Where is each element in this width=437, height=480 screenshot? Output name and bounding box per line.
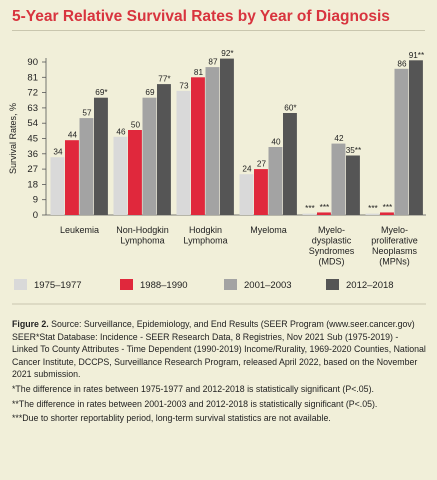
figure-caption: Figure 2. Source: Surveillance, Epidemio… <box>12 318 426 427</box>
bar-value-label: 44 <box>68 131 78 140</box>
bar-4-3 <box>268 147 283 215</box>
legend-swatch <box>14 279 27 290</box>
bar-1-4 <box>94 97 108 215</box>
caption-note-3: ***Due to shorter reportablity period, l… <box>12 413 331 424</box>
bar-value-label: 73 <box>179 81 189 90</box>
bar-2-3 <box>142 97 157 215</box>
bar-value-label: 50 <box>131 121 141 130</box>
bar-value-label: *** <box>320 203 330 212</box>
bar-value-label: 46 <box>116 127 126 136</box>
bar-value-label: *** <box>383 203 393 212</box>
bar-value-label: 40 <box>271 138 281 147</box>
caption-source-text: Source: Surveillance, Epidemiology, and … <box>12 319 426 380</box>
y-tick-label: 0 <box>33 210 38 221</box>
y-tick-label: 90 <box>27 57 38 68</box>
x-category-label: Myelo- <box>318 225 345 235</box>
caption-source: Figure 2. Source: Surveillance, Epidemio… <box>12 318 426 381</box>
legend-swatch <box>120 279 133 290</box>
x-category-label: Syndromes <box>309 246 355 256</box>
bar-value-label: 60* <box>284 104 297 113</box>
bar-value-label: *** <box>305 204 315 213</box>
x-category-label: Leukemia <box>60 225 99 235</box>
chart-title: 5-Year Relative Survival Rates by Year o… <box>12 8 390 25</box>
x-category-label: Lymphoma <box>120 236 164 246</box>
legend-swatch <box>224 279 237 290</box>
bar-value-label: 57 <box>82 109 92 118</box>
y-tick-label: 81 <box>27 72 38 83</box>
legend-swatch <box>326 279 339 290</box>
bar-5-1 <box>302 213 317 215</box>
bar-value-label: 86 <box>397 59 407 68</box>
bar-2-1 <box>113 136 128 215</box>
bar-3-3 <box>205 67 220 215</box>
bar-value-label: 69 <box>145 88 155 97</box>
bar-5-2 <box>317 212 331 215</box>
y-tick-label: 63 <box>27 103 38 114</box>
bar-4-2 <box>254 169 268 215</box>
y-tick-label: 54 <box>27 118 38 129</box>
x-category-label: (MPNs) <box>379 257 410 267</box>
x-category-label: Lymphoma <box>183 236 227 246</box>
bar-value-label: 81 <box>194 68 204 77</box>
y-axis-label: Survival Rates, % <box>8 103 18 174</box>
legend-label: 2001–2003 <box>244 280 292 291</box>
bar-4-4 <box>283 113 297 215</box>
bar-value-label: 92* <box>221 49 234 58</box>
x-category-label: Myelo- <box>381 225 408 235</box>
bar-5-3 <box>331 143 346 215</box>
bar-1-2 <box>65 140 79 215</box>
bar-value-label: *** <box>368 204 378 213</box>
bar-value-label: 34 <box>53 148 63 157</box>
bar-value-label: 91** <box>409 51 425 60</box>
figure-label: Figure 2. <box>12 319 49 329</box>
bar-6-3 <box>394 68 409 215</box>
y-tick-label: 36 <box>27 149 38 160</box>
bar-3-4 <box>220 58 234 215</box>
bar-chart: Survival Rates, % 0 9 18 27 36 45 54 63 72 81 90 34 4… <box>8 49 426 305</box>
x-category-label: Neoplasms <box>372 246 418 256</box>
bar-value-label: 69* <box>95 88 108 97</box>
y-tick-label: 45 <box>27 134 38 145</box>
bar-value-label: 87 <box>208 58 218 67</box>
legend-label: 1988–1990 <box>140 280 188 291</box>
bar-3-1 <box>176 90 191 215</box>
y-tick-label: 18 <box>27 179 38 190</box>
bar-3-2 <box>191 77 205 215</box>
bar-5-4 <box>346 155 360 215</box>
bar-value-label: 24 <box>242 165 252 174</box>
title-divider <box>12 30 425 31</box>
x-category-label: Myeloma <box>250 225 287 235</box>
x-category-label: proliferative <box>371 236 418 246</box>
bar-1-1 <box>50 157 65 215</box>
bar-6-2 <box>380 212 394 215</box>
bar-value-label: 77* <box>158 75 171 84</box>
bar-2-2 <box>128 130 142 215</box>
x-category-label: dysplastic <box>312 236 352 246</box>
bar-value-label: 42 <box>334 134 344 143</box>
caption-note-1: *The difference in rates between 1975-19… <box>12 383 374 394</box>
bar-value-label: 35** <box>346 146 362 155</box>
y-tick-label: 27 <box>27 164 38 175</box>
legend-label: 2012–2018 <box>346 280 394 291</box>
y-tick-label: 9 <box>33 195 38 206</box>
caption-note-2: **The difference in rates between 2001-2… <box>12 398 378 409</box>
bar-6-1 <box>365 213 380 215</box>
x-category-label: Hodgkin <box>189 225 222 235</box>
y-tick-label: 72 <box>27 88 38 99</box>
legend-label: 1975–1977 <box>34 280 82 291</box>
x-category-label: (MDS) <box>319 257 345 267</box>
bar-4-1 <box>239 174 254 215</box>
bar-value-label: 27 <box>257 160 267 169</box>
x-category-label: Non-Hodgkin <box>116 225 169 235</box>
bar-6-4 <box>409 60 423 215</box>
bar-1-3 <box>79 118 94 215</box>
bar-2-4 <box>157 84 171 215</box>
